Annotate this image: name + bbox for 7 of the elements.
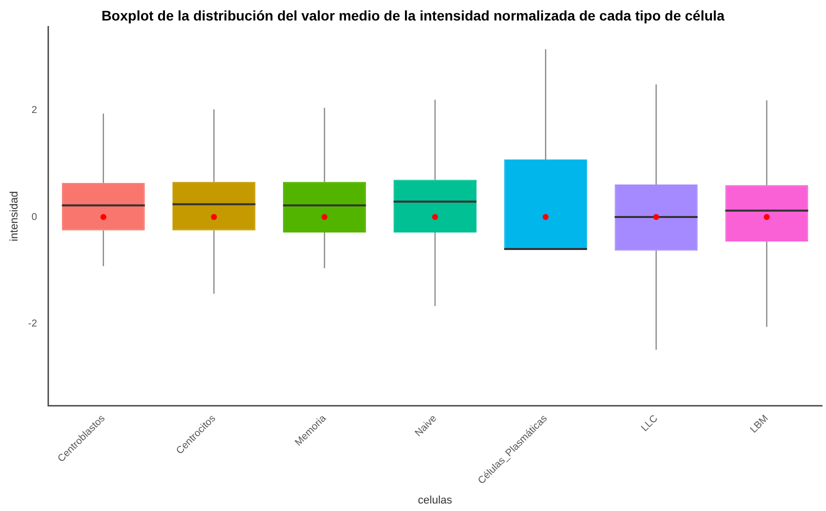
x-axis-title: celulas	[418, 494, 453, 506]
x-tick-label: LLC	[639, 413, 660, 434]
y-tick-label: 2	[32, 105, 38, 116]
y-tick-label: -2	[28, 318, 38, 330]
y-axis-title: intensidad	[8, 191, 21, 242]
y-tick-label: 0	[32, 212, 38, 223]
chart-title: Boxplot de la distribución del valor medio de la intensidad normalizada de cada tipo de célula	[101, 7, 725, 24]
